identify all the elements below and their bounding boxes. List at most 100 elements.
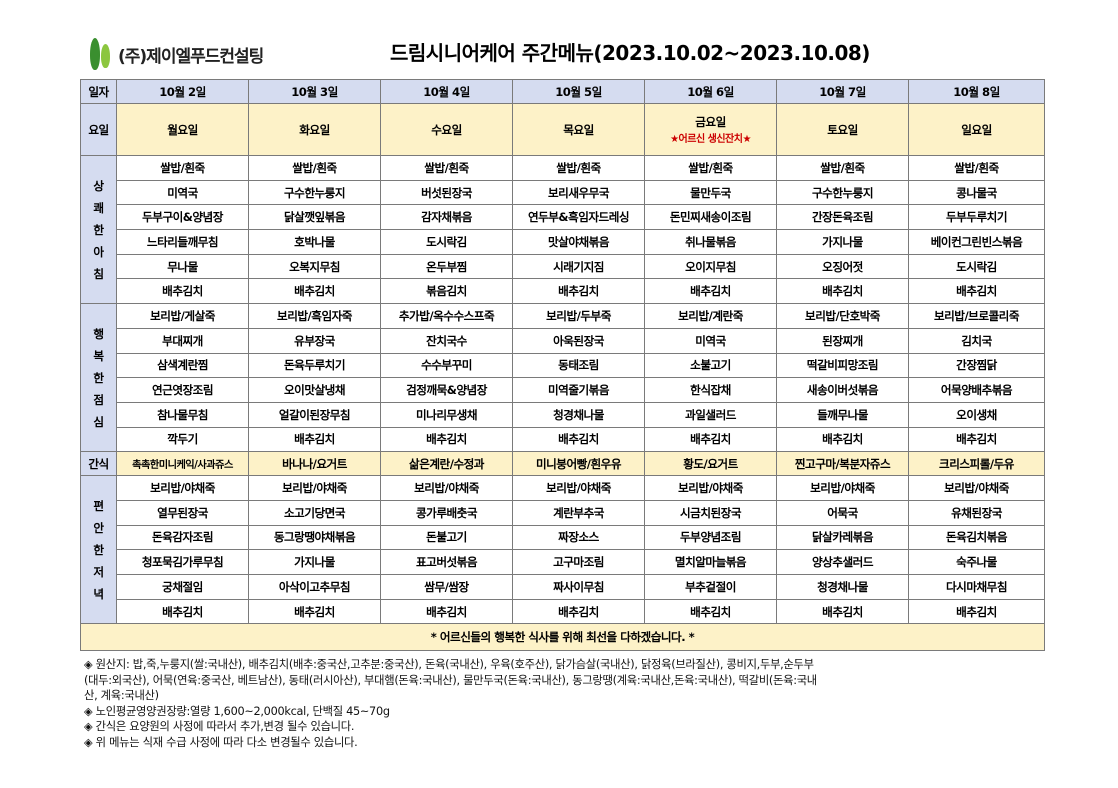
snack-label: 간식 <box>80 451 117 477</box>
menu-item: 김치국 <box>908 327 1045 354</box>
menu-item: 아욱된장국 <box>512 327 645 354</box>
menu-item: 배추김치 <box>116 278 249 305</box>
menu-item: 배추김치 <box>776 426 909 453</box>
lunch-row: 깍두기 배추김치 배추김치 배추김치 배추김치 배추김치 배추김치 <box>81 426 1045 453</box>
menu-item: 오복지무침 <box>248 253 381 280</box>
menu-item: 맛살야채볶음 <box>512 229 645 255</box>
menu-item: 된장찌개 <box>776 327 909 354</box>
breakfast-row: 무나물 오복지무침 온두부찜 시래기지짐 오이지무침 오징어젓 도시락김 <box>81 253 1045 280</box>
menu-item: 청경채나물 <box>512 401 645 428</box>
menu-item: 궁채절임 <box>116 574 249 600</box>
menu-item: 보리밥/브로콜리죽 <box>908 303 1045 329</box>
menu-item: 호박나물 <box>248 229 381 255</box>
menu-item: 가지나물 <box>776 229 909 255</box>
breakfast-row: 미역국 구수한누룽지 버섯된장국 보리새우무국 물만두국 구수한누룽지 콩나물국 <box>81 179 1045 206</box>
lunch-row: 삼색계란찜 돈육두루치기 수수부꾸미 동태조림 소불고기 떡갈비피망조림 간장찜닭 <box>81 352 1045 379</box>
menu-item: 보리밥/계란죽 <box>644 303 777 329</box>
leaf-logo-icon <box>88 34 114 74</box>
meal-label-char: 점 <box>93 392 104 407</box>
lunch-row: 부대찌개 유부장국 잔치국수 아욱된장국 미역국 된장찌개 김치국 <box>81 327 1045 354</box>
menu-item: 쌀밥/흰죽 <box>644 155 777 181</box>
menu-item: 참나물무침 <box>116 401 249 428</box>
menu-item: 온두부찜 <box>380 253 513 280</box>
menu-item: 깍두기 <box>116 426 249 453</box>
meal-label-char: 녁 <box>93 586 104 601</box>
dinner-row: 청포묵김가루무침 가지나물 표고버섯볶음 고구마조림 멸치알마늘볶음 양상추샐러드 숙주나물 <box>81 549 1045 575</box>
menu-item: 간장찜닭 <box>908 352 1045 379</box>
menu-item: 짜사이무침 <box>512 574 645 600</box>
menu-item: 동태조림 <box>512 352 645 379</box>
menu-item: 유부장국 <box>248 327 381 354</box>
weekly-menu-table: 일자 10월 2일 10월 3일 10월 4일 10월 5일 10월 6일 10월 7일 10… <box>80 79 1045 652</box>
menu-item: 쌀밥/흰죽 <box>776 155 909 181</box>
menu-item: 동그랑땡야채볶음 <box>248 524 381 551</box>
menu-item: 배추김치 <box>512 278 645 305</box>
date-cell: 10월 3일 <box>248 79 381 104</box>
menu-item: 보리밥/야채죽 <box>380 475 513 501</box>
meal-label-char: 침 <box>93 266 104 281</box>
menu-item: 쌀밥/흰죽 <box>248 155 381 181</box>
menu-item: 어묵양배추볶음 <box>908 377 1045 403</box>
menu-item: 두부두루치기 <box>908 204 1045 231</box>
menu-item: 배추김치 <box>644 426 777 453</box>
menu-item: 배추김치 <box>380 426 513 453</box>
date-cell: 10월 4일 <box>380 79 513 104</box>
menu-item: 미역줄기볶음 <box>512 377 645 403</box>
meal-label-char: 한 <box>93 542 104 557</box>
menu-item: 보리밥/게살죽 <box>116 303 249 329</box>
lunch-row: 행 복 한 점 심 보리밥/게살죽 보리밥/흑임자죽 추가밥/옥수수스프죽 보리밥/두부죽 보리밥… <box>80 303 1045 453</box>
menu-item: 돈불고기 <box>380 524 513 551</box>
menu-item: 배추김치 <box>380 598 513 625</box>
day-cell: 화요일 <box>248 103 381 156</box>
snack-item: 찐고구마/복분자쥬스 <box>776 451 909 477</box>
day-cell: 월요일 <box>116 103 249 156</box>
menu-item: 배추김치 <box>644 278 777 305</box>
menu-item: 쌀밥/흰죽 <box>380 155 513 181</box>
menu-item: 배추김치 <box>248 426 381 453</box>
day-label: 요일 <box>80 103 117 156</box>
meal-label-char: 편 <box>93 498 104 513</box>
meal-label-char: 한 <box>93 222 104 237</box>
menu-item: 표고버섯볶음 <box>380 549 513 575</box>
breakfast-row: 두부구이&양념장 닭살깻잎볶음 감자채볶음 연두부&흑임자드레싱 돈민찌새송이조림 간장돈… <box>81 204 1045 231</box>
meal-label-char: 쾌 <box>93 200 104 215</box>
meal-label-char: 한 <box>93 370 104 385</box>
menu-item: 오징어젓 <box>776 253 909 280</box>
menu-item: 콩가루배춧국 <box>380 499 513 526</box>
day-name: 토요일 <box>827 122 858 137</box>
day-name: 화요일 <box>299 122 330 137</box>
menu-item: 배추김치 <box>908 598 1045 625</box>
menu-item: 새송이버섯볶음 <box>776 377 909 403</box>
menu-item: 연두부&흑임자드레싱 <box>512 204 645 231</box>
day-cell: 수요일 <box>380 103 513 156</box>
breakfast-row: 배추김치 배추김치 볶음김치 배추김치 배추김치 배추김치 배추김치 <box>81 278 1045 305</box>
footer-message: * 어르신들의 행복한 식사를 위해 최선을 다하겠습니다. * <box>80 623 1045 652</box>
menu-item: 두부양념조림 <box>644 524 777 551</box>
snack-item: 바나나/요거트 <box>248 451 381 477</box>
note-line: ◈ 위 메뉴는 식재 수급 사정에 따라 다소 변경될수 있습니다. <box>84 735 358 749</box>
menu-item: 구수한누룽지 <box>776 179 909 206</box>
snack-item: 촉촉한미니케익/사과쥬스 <box>116 451 249 477</box>
menu-item: 오이지무침 <box>644 253 777 280</box>
date-cell: 10월 2일 <box>116 79 249 104</box>
menu-item: 배추김치 <box>116 598 249 625</box>
menu-item: 물만두국 <box>644 179 777 206</box>
menu-item: 잔치국수 <box>380 327 513 354</box>
menu-item: 배추김치 <box>248 278 381 305</box>
menu-item: 도시락김 <box>380 229 513 255</box>
menu-item: 부대찌개 <box>116 327 249 354</box>
menu-item: 돈육감자조림 <box>116 524 249 551</box>
menu-item: 소불고기 <box>644 352 777 379</box>
menu-item: 돈육두루치기 <box>248 352 381 379</box>
menu-item: 한식잡채 <box>644 377 777 403</box>
meal-label-char: 행 <box>93 326 104 341</box>
menu-item: 감자채볶음 <box>380 204 513 231</box>
menu-item: 미나리무생채 <box>380 401 513 428</box>
menu-item: 무나물 <box>116 253 249 280</box>
menu-item: 멸치알마늘볶음 <box>644 549 777 575</box>
day-cell: 금요일 ★어르신 생신잔치★ <box>644 103 777 156</box>
meal-label-char: 저 <box>93 564 104 579</box>
day-name: 수요일 <box>431 122 462 137</box>
menu-item: 보리밥/야채죽 <box>644 475 777 501</box>
menu-item: 쌀밥/흰죽 <box>908 155 1045 181</box>
